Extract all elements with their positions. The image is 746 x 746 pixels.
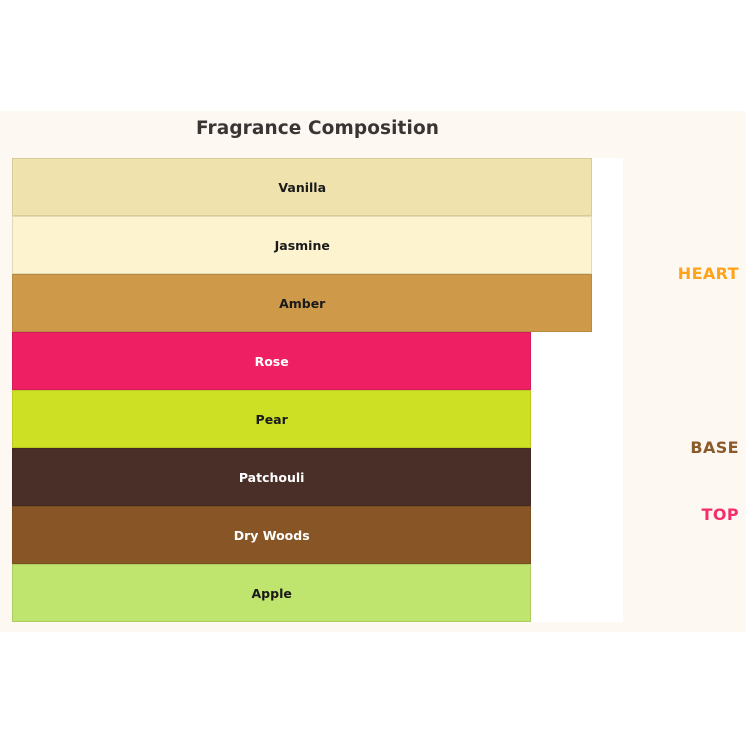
bar-dry-woods[interactable] [12,506,532,564]
stage-label-top: TOP [701,505,739,524]
bar-row: Patchouli [12,448,623,506]
bar-jasmine[interactable] [12,216,593,274]
bar-rose[interactable] [12,332,532,390]
bar-row: Dry Woods [12,506,623,564]
bar-row: Apple [12,564,623,622]
bar-apple[interactable] [12,564,532,622]
bar-row: Pear [12,390,623,448]
bar-row: Rose [12,332,623,390]
bar-patchouli[interactable] [12,448,532,506]
bar-pear[interactable] [12,390,532,448]
bar-row: Vanilla [12,158,623,216]
stage-label-heart: HEART [677,264,739,283]
bar-row: Jasmine [12,216,623,274]
page-title: Fragrance Composition [195,118,440,139]
figure-canvas: Fragrance Composition Vanilla Jasmine Ambe… [0,111,746,632]
plot-area: Vanilla Jasmine Amber Rose Pear Patchouli Dry … [12,158,623,622]
bar-row: Amber [12,274,623,332]
stage-label-base: BASE [690,438,739,457]
bar-vanilla[interactable] [12,158,593,216]
bar-amber[interactable] [12,274,593,332]
